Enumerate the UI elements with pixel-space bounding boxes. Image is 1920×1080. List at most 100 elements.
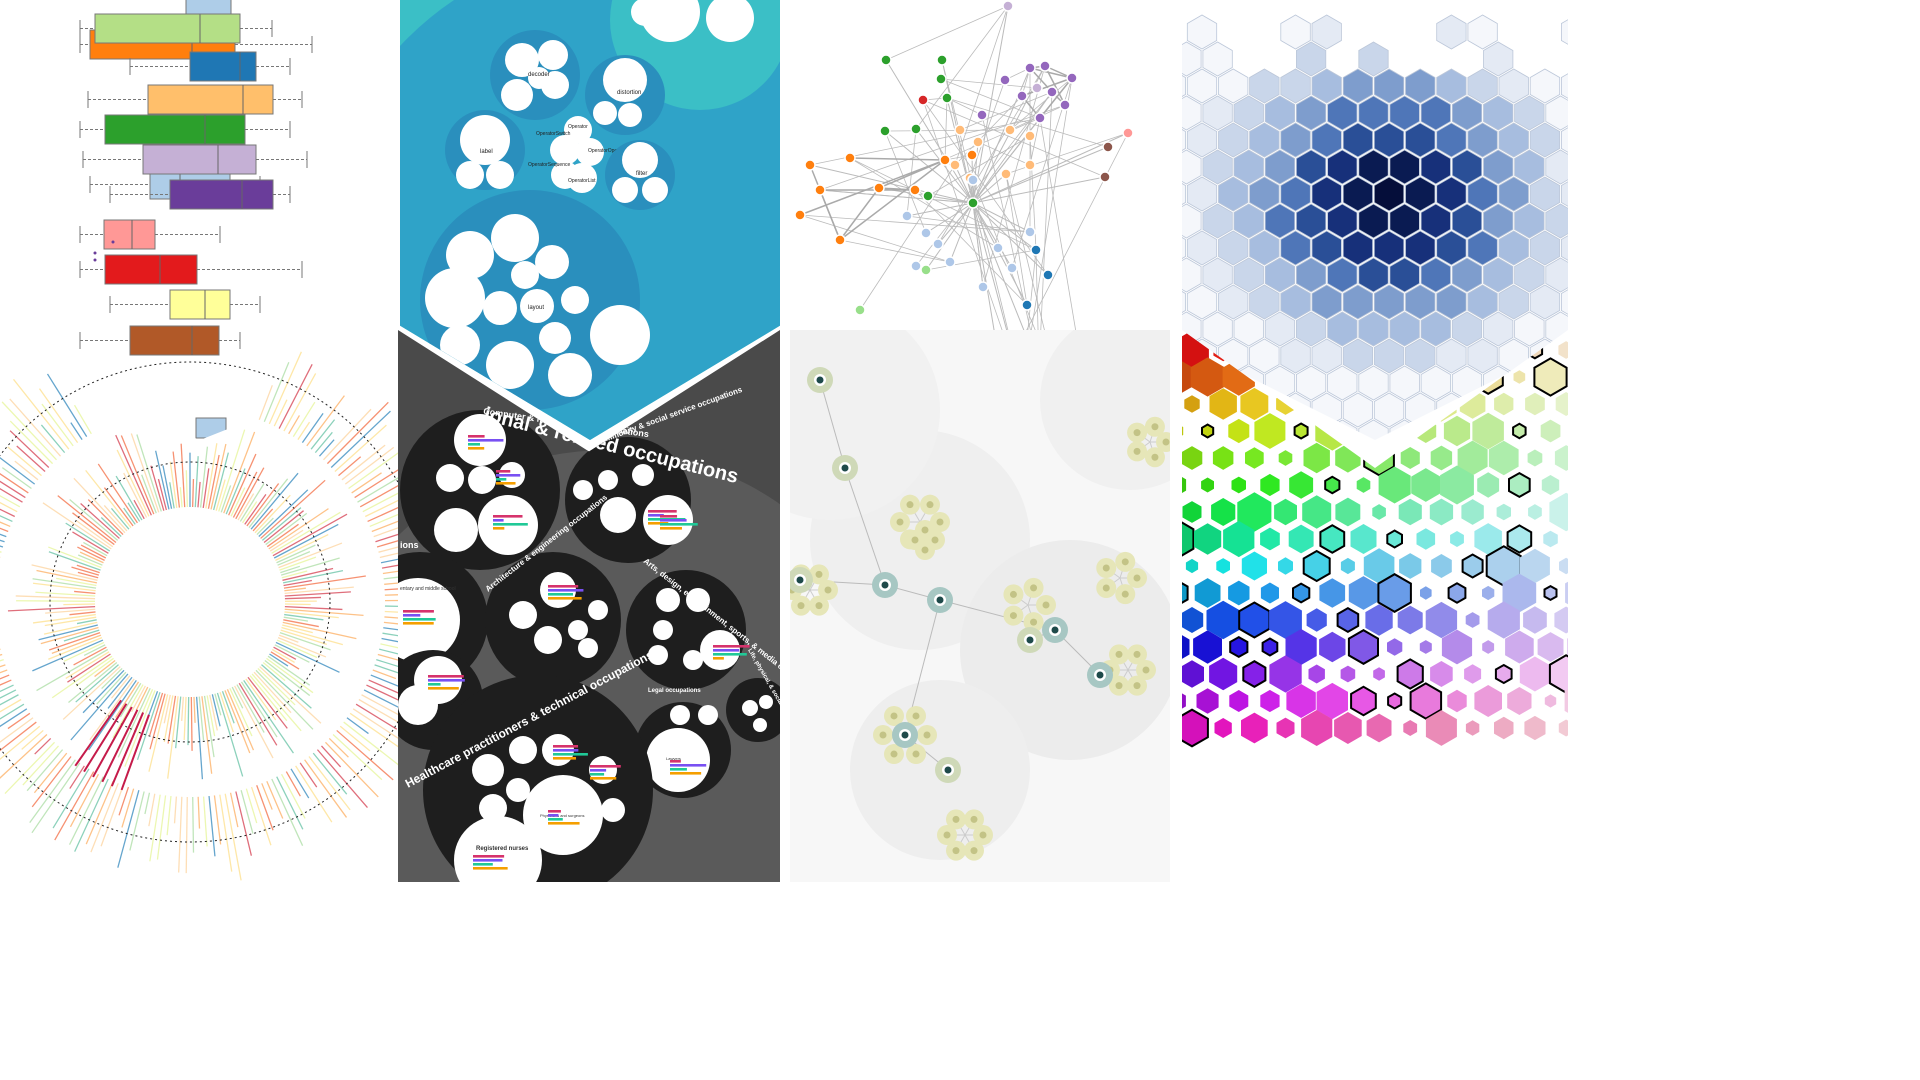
hexbin-color-cell[interactable]: [1182, 518, 1195, 560]
hexbin-color-cell[interactable]: [1223, 520, 1255, 558]
hexbin-cell[interactable]: [1249, 284, 1280, 320]
hexbin-cell[interactable]: [1296, 203, 1327, 239]
box[interactable]: [129, 325, 220, 356]
hexbin-cell[interactable]: [1327, 203, 1358, 239]
network-node[interactable]: [966, 149, 978, 161]
hexbin-cell[interactable]: [1420, 149, 1451, 185]
hexbin-color-cell[interactable]: [1285, 629, 1317, 665]
hexbin-cell[interactable]: [1358, 41, 1389, 77]
box[interactable]: [147, 84, 274, 115]
hexbin-cell[interactable]: [1483, 203, 1514, 239]
hexbin-color-cell[interactable]: [1387, 638, 1403, 656]
network-node[interactable]: [1016, 90, 1028, 102]
hexbin-color-cell[interactable]: [1496, 503, 1511, 521]
hexbin-cell[interactable]: [1420, 203, 1451, 239]
hexbin-cell[interactable]: [1451, 95, 1483, 131]
pack-leaf[interactable]: [622, 142, 658, 178]
hexbin-color-cell[interactable]: [1269, 601, 1302, 639]
tree-leaf[interactable]: [936, 518, 944, 526]
tree-leaf[interactable]: [1009, 612, 1017, 620]
hexbin-cell[interactable]: [1186, 122, 1218, 158]
hexbin-cell[interactable]: [1498, 122, 1529, 158]
hexbin-cell[interactable]: [1182, 257, 1202, 293]
occ-leaf[interactable]: [398, 685, 438, 725]
hexbin-color-cell[interactable]: [1237, 492, 1272, 532]
occ-leaf[interactable]: [601, 798, 625, 822]
network-node[interactable]: [1034, 112, 1046, 124]
hexbin-color-cell[interactable]: [1182, 358, 1193, 396]
tree-node[interactable]: [881, 581, 889, 589]
occ-leaf[interactable]: [670, 705, 690, 725]
hexbin-cell[interactable]: [1311, 338, 1342, 374]
hexbin-cell[interactable]: [1405, 392, 1436, 428]
hexbin-cell[interactable]: [1202, 311, 1233, 347]
pack-leaf[interactable]: [491, 214, 539, 262]
pack-leaf[interactable]: [642, 177, 668, 203]
hexbin-cell[interactable]: [1186, 14, 1218, 50]
hexbin-cell[interactable]: [1529, 284, 1561, 320]
hexbin-cell[interactable]: [1483, 149, 1514, 185]
pack-leaf[interactable]: [561, 286, 589, 314]
tree-leaf[interactable]: [921, 526, 929, 534]
hexbin-color-cell[interactable]: [1519, 656, 1551, 692]
hexbin-cell[interactable]: [1218, 284, 1249, 320]
hexbin-color-cell[interactable]: [1523, 606, 1547, 634]
occ-leaf[interactable]: [479, 794, 507, 822]
occ-leaf[interactable]: [568, 620, 588, 640]
hexbin-cell[interactable]: [1327, 365, 1358, 401]
hexbin-cell[interactable]: [1561, 14, 1568, 50]
hexbin-color-cell[interactable]: [1276, 717, 1295, 739]
hexbin-cell[interactable]: [1296, 41, 1327, 77]
hexbin-cell[interactable]: [1311, 284, 1342, 320]
box[interactable]: [103, 219, 156, 250]
hexbin-color-cell[interactable]: [1416, 528, 1436, 550]
hexbin-cell[interactable]: [1436, 338, 1467, 374]
hexbin-color-cell[interactable]: [1319, 631, 1346, 663]
tree-node[interactable]: [1051, 626, 1059, 634]
tree-leaf[interactable]: [824, 586, 832, 594]
tree-leaf[interactable]: [797, 602, 805, 610]
hexbin-color-cell[interactable]: [1216, 558, 1230, 574]
hexbin-color-cell[interactable]: [1190, 357, 1225, 397]
hexbin-color-cell[interactable]: [1533, 357, 1568, 397]
hexbin-cell[interactable]: [1233, 311, 1264, 347]
hexbin-color-cell[interactable]: [1415, 419, 1437, 443]
hexbin-color-cell[interactable]: [1182, 690, 1186, 712]
tree-node[interactable]: [1096, 671, 1104, 679]
hexbin-color-cell[interactable]: [1211, 498, 1236, 526]
pack-leaf[interactable]: [666, 10, 694, 38]
pack-leaf[interactable]: [483, 291, 517, 325]
tree-leaf[interactable]: [1142, 666, 1150, 674]
hexbin-cell[interactable]: [1405, 176, 1436, 212]
hexbin-color-cell[interactable]: [1286, 684, 1316, 718]
hexbin-cell[interactable]: [1218, 68, 1249, 104]
pack-leaf[interactable]: [538, 40, 568, 70]
hexbin-color-cell[interactable]: [1506, 524, 1533, 554]
hexbin-color-cell[interactable]: [1319, 524, 1346, 554]
hexbin-cell[interactable]: [1436, 68, 1467, 104]
hexbin-color-cell[interactable]: [1487, 601, 1520, 639]
hexbin-color-cell[interactable]: [1508, 471, 1531, 499]
box[interactable]: [104, 254, 198, 285]
hexbin-color-cell[interactable]: [1194, 523, 1222, 555]
hexbin-color-cell[interactable]: [1363, 548, 1395, 584]
occ-leaf[interactable]: [588, 600, 608, 620]
hexbin-color-cell[interactable]: [1527, 449, 1543, 467]
hexbin-color-cell[interactable]: [1440, 465, 1474, 505]
pack-leaf[interactable]: [593, 101, 617, 125]
hexbin-cell[interactable]: [1405, 68, 1436, 104]
hexbin-cell[interactable]: [1358, 419, 1389, 440]
hexbin-cell[interactable]: [1373, 230, 1405, 266]
hexbin-cell[interactable]: [1280, 68, 1311, 104]
hexbin-color-cell[interactable]: [1201, 477, 1214, 493]
occ-leaf[interactable]: [523, 775, 603, 855]
network-node[interactable]: [814, 184, 826, 196]
pack-leaf[interactable]: [520, 289, 554, 323]
hexbin-cell[interactable]: [1420, 257, 1451, 293]
network-node[interactable]: [992, 242, 1004, 254]
network-node[interactable]: [917, 94, 929, 106]
network-node[interactable]: [976, 109, 988, 121]
hexbin-color-cell[interactable]: [1238, 601, 1271, 639]
network-node[interactable]: [1004, 124, 1016, 136]
occ-leaf[interactable]: [509, 736, 537, 764]
